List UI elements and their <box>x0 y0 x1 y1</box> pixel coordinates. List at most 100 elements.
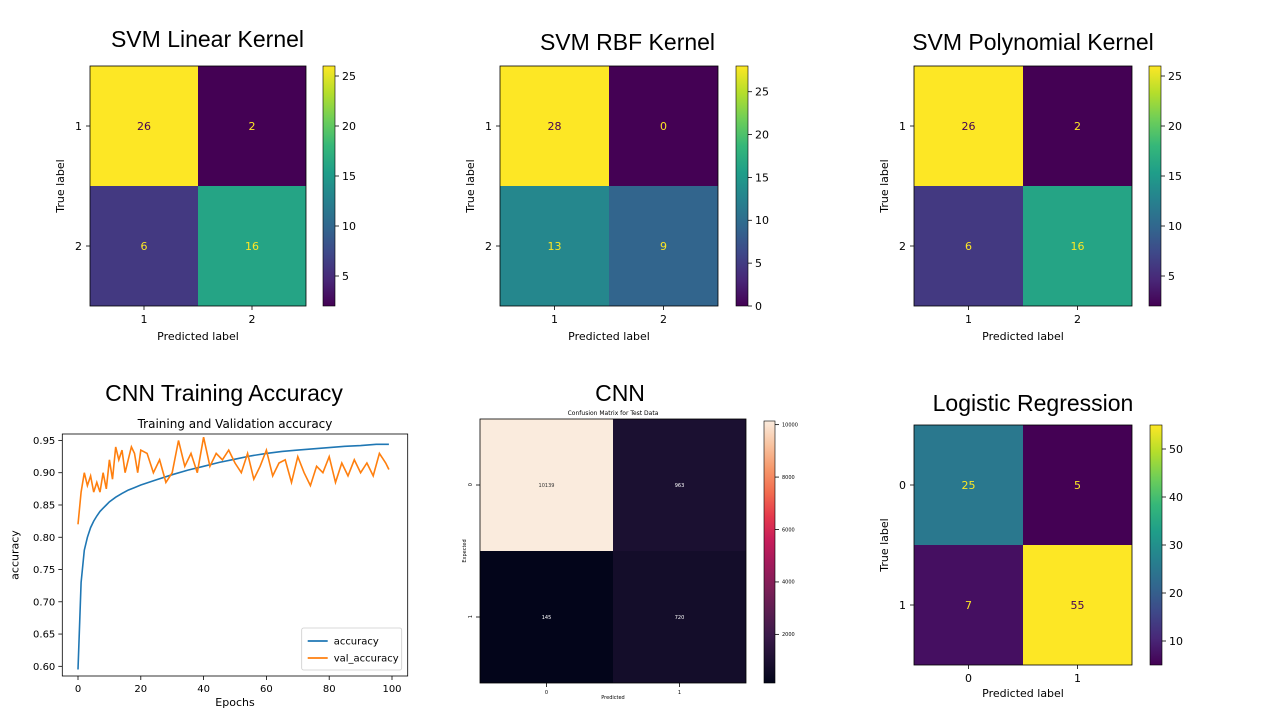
colorbar-tick-label: 5 <box>342 270 349 283</box>
matrix-frame <box>89 65 307 307</box>
matrix-cell-1-0 <box>480 551 613 683</box>
matrix-cell-1-0 <box>914 545 1023 665</box>
colorbar-tick-label: 50 <box>1169 443 1183 456</box>
x-tick-label: 80 <box>323 684 336 695</box>
y-tick-label: 1 <box>899 599 906 612</box>
colorbar <box>735 65 749 307</box>
y-tick-label: 2 <box>485 240 492 253</box>
matrix-cell-1-0 <box>90 186 198 306</box>
matrix-cell-0-0 <box>90 66 198 186</box>
chart-title: Training and Validation accuracy <box>137 417 333 431</box>
matrix-cell-0-1 <box>613 419 746 551</box>
colorbar-tick-label: 6000 <box>782 527 795 533</box>
matrix-cell-value: 28 <box>548 120 562 133</box>
x-tick-label: 2 <box>1074 313 1081 326</box>
matrix-cell-1-1 <box>1023 186 1132 306</box>
matrix-cell-1-1 <box>1023 545 1132 665</box>
colorbar <box>1148 65 1162 307</box>
matrix-cell-0-1 <box>1023 66 1132 186</box>
matrix-cell-value: 26 <box>137 120 151 133</box>
x-tick-label: 0 <box>965 672 972 685</box>
matrix-cell-value: 13 <box>548 240 562 253</box>
matrix-cell-value: 963 <box>675 483 685 489</box>
matrix-cell-0-0 <box>914 425 1023 545</box>
x-tick-label: 40 <box>197 684 210 695</box>
y-tick-label: 0.75 <box>33 565 55 576</box>
colorbar-tick-label: 15 <box>755 171 769 184</box>
x-axis-label: Predicted label <box>982 687 1064 700</box>
matrix-cell-0-0 <box>914 66 1023 186</box>
matrix-cell-0-1 <box>609 66 718 186</box>
matrix-cell-1-1 <box>613 551 746 683</box>
matrix-cell-1-0 <box>500 186 609 306</box>
y-tick-label: 0.90 <box>33 468 55 479</box>
y-tick-label: 0.70 <box>33 597 55 608</box>
x-tick-label: 1 <box>678 690 681 696</box>
colorbar-tick-label: 5 <box>1168 270 1175 283</box>
x-axis-label: Predicted <box>601 695 624 701</box>
y-axis-label: True label <box>878 159 891 213</box>
colorbar-tick-label: 4000 <box>782 580 795 586</box>
x-tick-label: 2 <box>249 313 256 326</box>
matrix-cell-1-1 <box>609 186 718 306</box>
x-axis-label: Predicted label <box>157 330 239 343</box>
matrix-cell-value: 145 <box>542 615 552 621</box>
y-axis-label: True label <box>878 518 891 572</box>
panel-title-cnn: CNN <box>595 380 645 406</box>
legend-label: val_accuracy <box>334 654 399 665</box>
y-axis-label: True label <box>54 159 67 213</box>
x-axis-label: Predicted label <box>568 330 650 343</box>
matrix-frame <box>913 424 1133 666</box>
y-tick-label: 1 <box>485 120 492 133</box>
x-tick-label: 2 <box>660 313 667 326</box>
colorbar-tick-label: 20 <box>1169 587 1183 600</box>
series-line-accuracy <box>77 443 389 670</box>
y-axis-label: accuracy <box>8 530 21 580</box>
colorbar-tick-label: 25 <box>755 86 769 99</box>
matrix-cell-0-1 <box>198 66 306 186</box>
matrix-cell-value: 5 <box>1074 479 1081 492</box>
matrix-cell-1-1 <box>198 186 306 306</box>
colorbar-tick-label: 5 <box>755 257 762 270</box>
x-tick-label: 1 <box>965 313 972 326</box>
y-axis-label: True label <box>464 159 477 213</box>
colorbar-tick-label: 8000 <box>782 475 795 481</box>
panel-title-logistic-regression: Logistic Regression <box>932 390 1134 416</box>
x-tick-label: 1 <box>551 313 558 326</box>
panel-title-svm-rbf: SVM RBF Kernel <box>539 29 716 55</box>
x-tick-label: 60 <box>260 684 273 695</box>
matrix-cell-value: 7 <box>965 599 972 612</box>
colorbar-tick-label: 10 <box>1169 635 1183 648</box>
matrix-cell-0-0 <box>480 419 613 551</box>
y-tick-label: 0 <box>899 479 906 492</box>
matrix-cell-value: 25 <box>962 479 976 492</box>
y-tick-label: 0.80 <box>33 533 55 544</box>
colorbar <box>1149 424 1163 666</box>
colorbar-tick-label: 10 <box>342 220 356 233</box>
matrix-frame <box>479 418 747 684</box>
matrix-cell-0-1 <box>1023 425 1132 545</box>
matrix-cell-value: 10139 <box>539 483 555 489</box>
matrix-cell-value: 9 <box>660 240 667 253</box>
x-tick-label: 0 <box>545 690 548 696</box>
colorbar-tick-label: 20 <box>755 128 769 141</box>
x-axis-label: Epochs <box>215 696 255 709</box>
colorbar-tick-label: 10 <box>755 214 769 227</box>
matrix-cell-value: 2 <box>1074 120 1081 133</box>
colorbar-tick-label: 20 <box>342 120 356 133</box>
matrix-cell-value: 26 <box>962 120 976 133</box>
y-tick-label: 0.60 <box>33 662 55 673</box>
colorbar <box>322 65 336 307</box>
legend-label: accuracy <box>334 637 379 648</box>
colorbar-tick-label: 40 <box>1169 491 1183 504</box>
legend-box <box>301 627 403 671</box>
x-tick-label: 1 <box>1074 672 1081 685</box>
matrix-cell-value: 720 <box>675 615 685 621</box>
chart-title: Confusion Matrix for Test Data <box>568 410 659 417</box>
matrix-frame <box>499 65 719 307</box>
x-tick-label: 100 <box>382 684 401 695</box>
